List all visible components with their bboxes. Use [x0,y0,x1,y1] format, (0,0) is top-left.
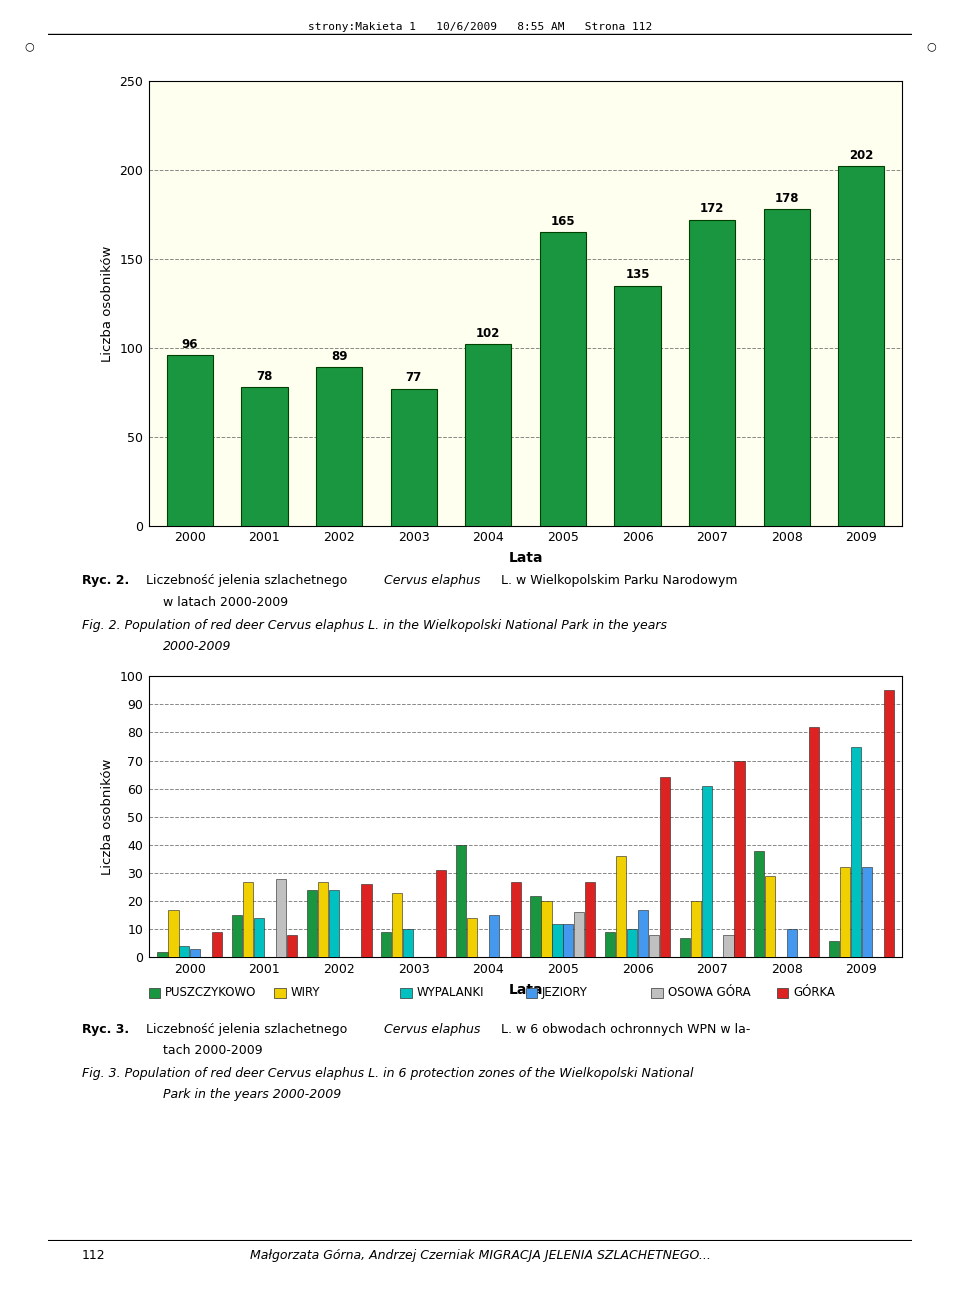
Text: 96: 96 [181,337,198,351]
Text: 89: 89 [331,351,348,364]
Bar [541,901,552,957]
Bar [180,946,189,957]
Bar [436,870,446,957]
Text: JEZIORY: JEZIORY [541,986,588,999]
Bar [391,388,437,526]
Bar [702,786,711,957]
X-axis label: Lata: Lata [509,982,542,997]
Bar [511,882,520,957]
Text: 202: 202 [850,149,874,162]
Y-axis label: Liczba osobników: Liczba osobników [101,759,114,875]
Text: strony:Makieta 1   10/6/2009   8:55 AM   Strona 112: strony:Makieta 1 10/6/2009 8:55 AM Stron… [308,22,652,33]
Bar [489,916,499,957]
Text: 172: 172 [700,203,725,216]
Bar [586,882,595,957]
Bar [456,845,466,957]
Bar [637,909,648,957]
Bar [157,952,168,957]
Bar [190,950,201,957]
Bar [552,923,563,957]
Bar [614,285,660,526]
Bar [809,727,819,957]
Bar [276,879,286,957]
Bar [167,354,213,526]
Text: ○: ○ [926,41,936,51]
Bar [168,909,179,957]
Bar [403,929,414,957]
Bar [755,850,764,957]
Bar [318,882,327,957]
Bar [649,935,659,957]
Bar [627,929,637,957]
Text: Park in the years 2000-2009: Park in the years 2000-2009 [163,1088,342,1101]
Bar [883,691,894,957]
Bar [467,918,477,957]
Text: Liczebność jelenia szlachetnego: Liczebność jelenia szlachetnego [146,573,351,586]
Bar [605,933,615,957]
Bar [243,882,253,957]
Text: PUSZCZYKOWO: PUSZCZYKOWO [165,986,256,999]
Bar [724,935,733,957]
Bar [241,387,288,526]
Bar [361,884,372,957]
Bar [851,747,861,957]
Bar [763,209,810,526]
Bar [616,857,626,957]
Text: 112: 112 [82,1249,106,1262]
Bar [838,166,884,526]
Bar [531,896,540,957]
Text: 2000-2009: 2000-2009 [163,640,231,653]
Text: Cervus elaphus: Cervus elaphus [384,1023,480,1036]
Text: L. w 6 obwodach ochronnych WPN w la-: L. w 6 obwodach ochronnych WPN w la- [501,1023,751,1036]
Text: L. w Wielkopolskim Parku Narodowym: L. w Wielkopolskim Parku Narodowym [501,573,737,586]
Text: 102: 102 [476,327,500,340]
Text: tach 2000-2009: tach 2000-2009 [163,1044,263,1057]
Bar [393,893,402,957]
Bar [690,901,701,957]
Text: Cervus elaphus: Cervus elaphus [384,573,480,586]
Bar [689,220,735,526]
Bar [540,233,586,526]
Text: Ryc. 3.: Ryc. 3. [82,1023,129,1036]
Text: w latach 2000-2009: w latach 2000-2009 [163,596,288,608]
Bar [680,938,690,957]
Text: 178: 178 [775,192,799,205]
Text: 77: 77 [405,371,421,385]
Text: 165: 165 [551,215,575,228]
Text: Fig. 3. Population of red deer Cervus elaphus L. in 6 protection zones of the Wi: Fig. 3. Population of red deer Cervus el… [82,1067,693,1080]
Text: Ryc. 2.: Ryc. 2. [82,573,129,586]
Bar [840,867,850,957]
Text: GÓRKA: GÓRKA [793,986,835,999]
Text: WIRY: WIRY [291,986,321,999]
Bar [574,913,585,957]
Bar [564,923,573,957]
Bar [734,760,745,957]
Bar [660,777,670,957]
Bar [306,889,317,957]
Bar [316,368,362,526]
Text: 135: 135 [625,268,650,281]
Bar [212,933,223,957]
Text: Liczebność jelenia szlachetnego: Liczebność jelenia szlachetnego [146,1023,351,1036]
Bar [381,933,392,957]
X-axis label: Lata: Lata [509,551,542,565]
Bar [828,940,839,957]
Bar [466,344,512,526]
Text: Fig. 2. Population of red deer Cervus elaphus L. in the Wielkopolski National Pa: Fig. 2. Population of red deer Cervus el… [82,619,666,632]
Text: Małgorzata Górna, Andrzej Czerniak MIGRACJA JELENIA SZLACHETNEGO...: Małgorzata Górna, Andrzej Czerniak MIGRA… [250,1249,710,1262]
Text: ○: ○ [24,41,34,51]
Y-axis label: Liczba osobników: Liczba osobników [101,246,114,361]
Text: OSOWA GÓRA: OSOWA GÓRA [667,986,750,999]
Bar [765,876,776,957]
Bar [253,918,264,957]
Bar [862,867,872,957]
Bar [232,916,242,957]
Text: WYPALANKI: WYPALANKI [417,986,484,999]
Bar [787,929,798,957]
Bar [287,935,297,957]
Bar [328,889,339,957]
Text: 78: 78 [256,370,273,383]
